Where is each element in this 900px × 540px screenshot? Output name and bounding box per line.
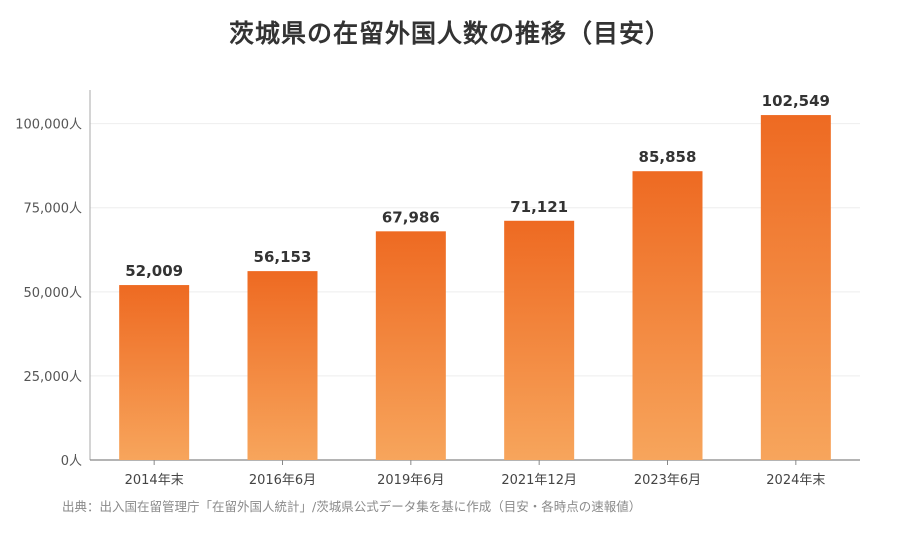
x-tick-label: 2019年6月	[377, 473, 444, 488]
data-label: 67,986	[382, 208, 440, 226]
y-tick-label: 0人	[61, 454, 82, 469]
labels: 0人 25,000人 50,000人 75,000人 100,000人 52,009 201…	[15, 92, 830, 488]
bar	[247, 271, 318, 460]
x-tick-label: 2014年末	[125, 473, 184, 488]
x-tick-label: 2021年12月	[501, 473, 577, 488]
data-label: 52,009	[125, 262, 183, 280]
axes	[89, 90, 860, 465]
data-label: 102,549	[762, 92, 830, 110]
bar	[375, 231, 446, 460]
y-tick-label: 75,000人	[24, 202, 83, 217]
x-tick-label: 2016年6月	[249, 473, 316, 488]
gridlines	[90, 123, 860, 377]
bar	[119, 285, 190, 460]
bar	[760, 115, 831, 461]
bar	[632, 171, 703, 461]
y-tick-label: 50,000人	[24, 286, 83, 301]
bars	[119, 115, 831, 461]
y-tick-label: 100,000人	[15, 118, 82, 133]
source-note: 出典：出入国在留管理庁「在留外国人統計」/茨城県公式データ集を基に作成（目安・各…	[62, 499, 642, 514]
y-tick-label: 25,000人	[24, 370, 83, 385]
x-tick-label: 2023年6月	[634, 473, 701, 488]
data-label: 56,153	[254, 248, 312, 266]
data-label: 85,858	[639, 148, 697, 166]
data-label: 71,121	[510, 198, 568, 216]
x-tick-label: 2024年末	[766, 473, 825, 488]
chart-title: 茨城県の在留外国人数の推移（目安）	[228, 19, 671, 48]
bar	[504, 220, 575, 460]
